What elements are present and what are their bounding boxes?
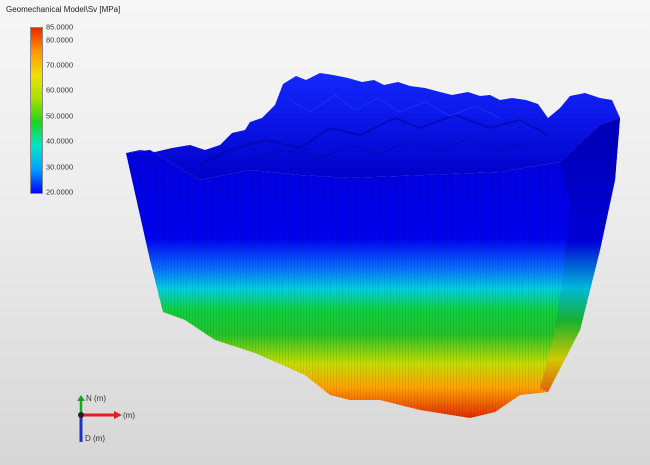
legend-tick: 60.0000: [46, 85, 74, 95]
legend-tick: 70.0000: [46, 60, 74, 70]
legend-tick: 50.0000: [46, 111, 74, 121]
legend-title: Geomechanical Model\Sv [MPa]: [6, 5, 121, 14]
north-axis-label: N (m): [86, 394, 106, 403]
axis-triad-icon: [77, 395, 122, 442]
color-legend: Geomechanical Model\Sv [MPa] 85.0000 80.0…: [6, 5, 176, 197]
east-axis-label: (m): [123, 411, 135, 420]
front-face: [126, 118, 620, 418]
legend-tick: 80.0000: [46, 35, 74, 45]
legend-tick: 30.0000: [46, 162, 74, 172]
axis-triad: N (m) (m) D (m): [60, 392, 170, 452]
legend-tick: 40.0000: [46, 136, 74, 146]
legend-color-bar: [30, 27, 43, 194]
legend-tick: 85.0000: [46, 22, 74, 32]
right-face: [540, 118, 620, 392]
down-axis-label: D (m): [85, 434, 105, 443]
top-surface: [126, 73, 620, 180]
legend-tick: 20.0000: [46, 187, 74, 197]
